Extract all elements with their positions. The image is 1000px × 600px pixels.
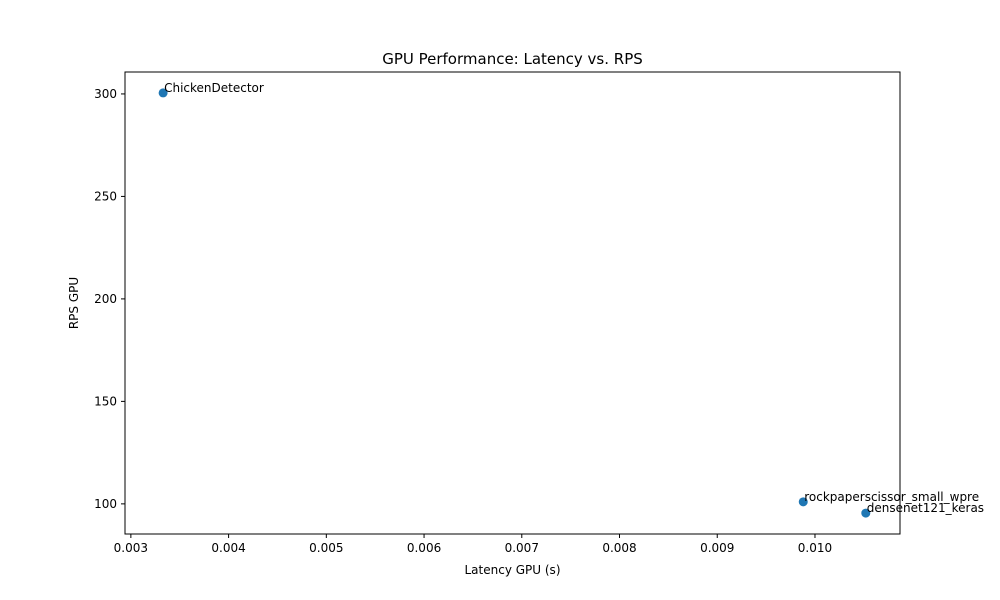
x-tick-label: 0.010 [798, 541, 832, 555]
scatter-point [861, 508, 871, 518]
plot-area [125, 72, 900, 534]
point-label: rockpaperscissor_small_wpre [804, 490, 979, 504]
x-tick-label: 0.003 [114, 541, 148, 555]
data-marks: ChickenDetector rockpaperscissor_small_wp… [158, 81, 984, 518]
y-tick-label: 300 [94, 87, 117, 101]
point-label: densenet121_keras [867, 501, 984, 515]
x-tick-label: 0.004 [211, 541, 245, 555]
x-tick-label: 0.009 [700, 541, 734, 555]
plot-frame [124, 71, 901, 535]
y-tick-label: 200 [94, 292, 117, 306]
y-tick-label: 100 [94, 497, 117, 511]
point-label: ChickenDetector [164, 81, 264, 95]
y-tick-label: 150 [94, 394, 117, 408]
y-tick-label: 250 [94, 189, 117, 203]
y-axis-label: RPS GPU [67, 277, 81, 329]
scatter-point [158, 88, 168, 98]
x-tick-label: 0.008 [602, 541, 636, 555]
x-axis-label: Latency GPU (s) [465, 563, 561, 577]
x-tick-label: 0.005 [309, 541, 343, 555]
x-tick-label: 0.006 [407, 541, 441, 555]
axis-ticks: 0.003 0.004 0.005 0.006 0.007 0.008 0.009 0.010… [94, 87, 832, 555]
scatter-point [798, 497, 808, 507]
x-tick-label: 0.007 [505, 541, 539, 555]
chart-title: GPU Performance: Latency vs. RPS [382, 50, 643, 68]
